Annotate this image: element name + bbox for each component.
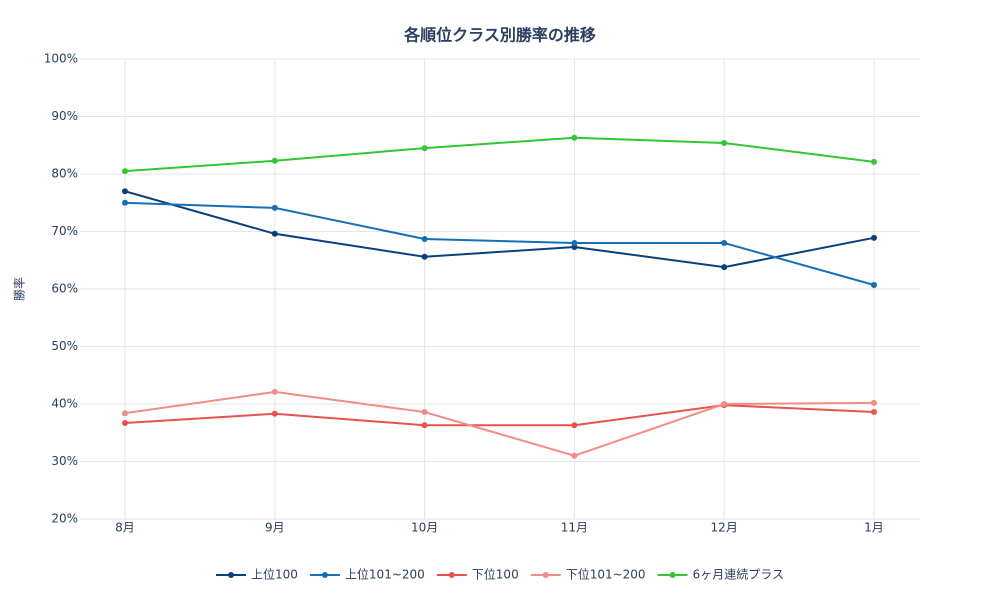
legend-marker: [228, 572, 235, 578]
data-point: [721, 139, 728, 146]
data-point: [122, 188, 128, 195]
data-point: [571, 422, 578, 429]
legend-label: 上位101~200: [345, 567, 425, 582]
data-point: [571, 452, 578, 459]
data-point: [721, 264, 728, 271]
data-point: [271, 388, 278, 395]
data-point: [421, 145, 428, 152]
series-line: [124, 190, 875, 269]
y-tick-label: 40%: [51, 397, 78, 411]
legend-item[interactable]: 上位100: [216, 567, 298, 582]
legend-item[interactable]: 下位100: [436, 567, 519, 582]
data-point: [421, 422, 428, 429]
y-tick-label: 80%: [51, 167, 78, 181]
data-point: [871, 409, 877, 416]
legend-marker: [542, 572, 549, 578]
data-point: [421, 409, 428, 416]
data-point: [122, 168, 128, 175]
legend-label: 下位100: [472, 567, 519, 582]
data-point: [122, 199, 128, 206]
y-tick-label: 70%: [51, 224, 78, 238]
y-tick-label: 20%: [51, 512, 78, 526]
x-tick-label: 10月: [411, 521, 438, 535]
data-point: [871, 399, 877, 406]
data-point: [271, 204, 278, 211]
data-point: [271, 230, 278, 237]
legend-item[interactable]: 6ヶ月連続プラス: [657, 568, 784, 582]
legend-marker: [321, 572, 328, 578]
data-point: [421, 253, 428, 260]
series-line: [124, 404, 875, 427]
y-axis-label: 勝率: [12, 277, 27, 301]
data-point: [122, 410, 128, 417]
data-point: [571, 134, 578, 141]
data-point: [271, 410, 278, 417]
data-point: [421, 235, 428, 242]
legend-label: 上位100: [251, 567, 298, 582]
y-tick-label: 30%: [51, 454, 78, 468]
chart-title: 各順位クラス別勝率の推移: [403, 26, 596, 45]
y-tick-label: 50%: [51, 339, 78, 353]
y-tick-label: 60%: [51, 282, 78, 296]
data-point: [871, 158, 877, 165]
x-tick-label: 9月: [265, 521, 285, 535]
legend-item[interactable]: 下位101~200: [530, 567, 646, 582]
x-tick-label: 1月: [864, 521, 884, 535]
y-tick-label: 100%: [44, 52, 78, 66]
data-point: [871, 281, 877, 288]
x-tick-label: 8月: [115, 521, 135, 535]
data-point: [721, 401, 728, 407]
data-point: [271, 157, 278, 164]
data-point: [871, 234, 877, 241]
legend-marker: [669, 572, 676, 578]
x-tick-label: 12月: [711, 521, 738, 535]
legend-label: 下位101~200: [566, 567, 646, 582]
x-tick-label: 11月: [561, 521, 588, 535]
series-line: [124, 201, 875, 286]
series-line: [124, 390, 875, 457]
data-point: [122, 419, 128, 426]
series-line: [124, 136, 875, 173]
legend-item[interactable]: 上位101~200: [309, 567, 425, 582]
legend-marker: [448, 572, 455, 578]
legend-label: 6ヶ月連続プラス: [693, 568, 784, 582]
y-tick-label: 90%: [51, 109, 78, 123]
data-point: [571, 240, 578, 246]
data-point: [721, 240, 728, 246]
